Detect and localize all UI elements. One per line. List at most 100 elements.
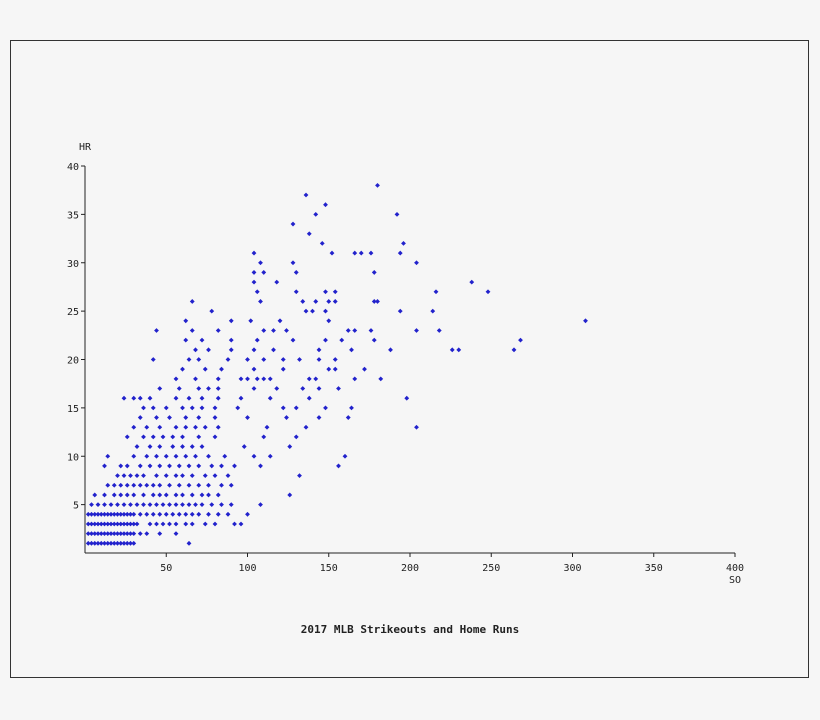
data-point: [280, 366, 286, 372]
data-point: [199, 405, 205, 411]
data-point: [95, 511, 101, 517]
data-point: [319, 241, 325, 246]
data-point: [306, 231, 312, 237]
chart-frame: [10, 40, 809, 678]
data-point: [131, 521, 137, 527]
data-point: [212, 473, 218, 478]
data-point: [215, 395, 221, 401]
data-point: [189, 473, 195, 478]
data-point: [173, 531, 179, 537]
data-point: [92, 531, 98, 537]
data-point: [362, 366, 367, 372]
data-point: [397, 308, 403, 314]
data-point: [206, 386, 211, 391]
data-point: [261, 434, 267, 440]
data-point: [173, 473, 179, 478]
data-point: [258, 299, 263, 304]
data-point: [147, 463, 153, 469]
data-point: [332, 289, 338, 295]
data-point: [345, 328, 351, 333]
data-point: [232, 521, 237, 527]
data-point: [202, 366, 208, 372]
data-point: [147, 502, 153, 508]
data-point: [118, 482, 124, 488]
data-point: [176, 482, 182, 488]
data-point: [89, 521, 94, 527]
data-point: [147, 444, 153, 449]
data-point: [186, 395, 192, 401]
data-point: [180, 405, 185, 411]
data-point: [85, 521, 91, 527]
data-point: [290, 260, 296, 266]
data-point: [115, 531, 120, 537]
data-point: [271, 347, 276, 353]
data-point: [183, 511, 189, 517]
data-point: [98, 531, 104, 537]
data-point: [326, 366, 332, 372]
data-point: [183, 337, 189, 343]
data-point: [150, 405, 156, 411]
y-tick-label: 15: [67, 404, 79, 415]
data-point: [258, 260, 263, 266]
data-point: [95, 531, 101, 537]
data-point: [189, 328, 195, 333]
data-point: [251, 347, 257, 353]
data-point: [131, 531, 137, 537]
data-point: [85, 531, 91, 537]
data-point: [251, 386, 257, 391]
data-point: [147, 521, 153, 527]
data-point: [163, 492, 169, 498]
data-point: [511, 347, 517, 353]
data-point: [430, 308, 436, 314]
data-point: [141, 492, 146, 498]
data-point: [251, 279, 257, 285]
data-point: [206, 453, 211, 459]
data-point: [196, 434, 202, 440]
data-point: [95, 540, 101, 546]
data-point: [154, 328, 159, 333]
data-point: [215, 328, 221, 333]
data-point: [342, 453, 348, 459]
data-point: [306, 376, 312, 382]
data-point: [189, 444, 195, 449]
data-point: [280, 357, 286, 362]
data-point: [274, 279, 280, 285]
data-point: [215, 511, 221, 517]
data-point: [157, 424, 163, 430]
data-point: [261, 357, 267, 362]
data-point: [375, 182, 380, 188]
data-point: [89, 531, 94, 537]
data-point: [352, 250, 358, 256]
data-point: [157, 511, 163, 517]
data-point: [167, 502, 172, 508]
data-point: [141, 434, 146, 440]
data-point: [251, 366, 257, 372]
data-point: [144, 453, 150, 459]
data-point: [251, 270, 257, 275]
data-point: [189, 299, 195, 304]
data-point: [124, 434, 130, 440]
data-point: [183, 424, 189, 430]
x-tick-label: 400: [726, 563, 744, 574]
y-tick-label: 5: [73, 501, 79, 512]
data-point: [193, 502, 198, 508]
data-point: [297, 473, 302, 478]
data-point: [118, 511, 124, 517]
data-point: [131, 453, 137, 459]
data-point: [163, 453, 169, 459]
data-point: [176, 386, 182, 391]
data-point: [323, 337, 328, 343]
data-point: [111, 482, 117, 488]
data-point: [225, 473, 231, 478]
data-point: [137, 463, 143, 469]
y-tick-label: 40: [67, 162, 79, 173]
data-point: [196, 386, 202, 391]
data-point: [131, 492, 137, 498]
data-point: [121, 531, 127, 537]
data-point: [261, 270, 267, 275]
data-point: [89, 540, 94, 546]
data-point: [245, 415, 250, 420]
data-point: [206, 492, 211, 498]
data-point: [196, 357, 202, 362]
data-point: [215, 492, 221, 498]
